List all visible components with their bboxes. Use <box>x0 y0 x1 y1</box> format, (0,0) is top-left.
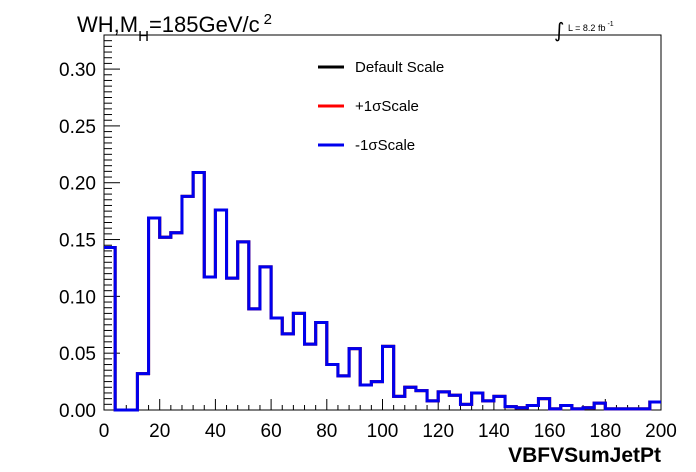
title-suffix: =185GeV/c <box>149 12 260 37</box>
x-tick-label: 80 <box>316 421 337 442</box>
legend: Default Scale +1σScale -1σScale <box>318 59 444 154</box>
legend-label-0: Default Scale <box>355 59 444 76</box>
series-layer <box>104 171 661 412</box>
title-subscript: H <box>138 28 149 45</box>
x-tick-label: 160 <box>534 421 566 442</box>
chart-title: WH,MH=185GeV/c 2 <box>77 11 272 45</box>
x-axis-title: VBFVSumJetPt <box>508 444 661 467</box>
y-tick-label: 0.00 <box>59 401 96 422</box>
y-tick-label: 0.15 <box>59 231 96 252</box>
x-tick-label: 0 <box>99 421 110 442</box>
x-tick-label: 20 <box>149 421 170 442</box>
x-tick-label: 40 <box>205 421 226 442</box>
x-axis: 0 20 40 60 80 100 120 140 160 180 200 <box>99 399 677 442</box>
luminosity-exponent: -1 <box>607 21 613 28</box>
legend-label-1: +1σScale <box>355 98 419 115</box>
title-main: WH,M <box>77 12 138 37</box>
y-tick-label: 0.20 <box>59 174 96 195</box>
integral-sign: ∫ <box>554 18 564 42</box>
y-tick-label: 0.25 <box>59 117 96 138</box>
y-tick-label: 0.05 <box>59 344 96 365</box>
x-tick-label: 60 <box>261 421 282 442</box>
luminosity-text: L = 8.2 fb <box>568 23 605 33</box>
x-tick-label: 180 <box>589 421 621 442</box>
svg-text:L = 8.2 fb-1: L = 8.2 fb -1 <box>568 21 614 33</box>
x-tick-label: 140 <box>478 421 510 442</box>
series-line-2 <box>104 171 661 412</box>
x-tick-label: 100 <box>367 421 399 442</box>
svg-text:WH,MH=185GeV/c2: WH,MH=185GeV/c 2 <box>77 11 272 45</box>
legend-label-2: -1σScale <box>355 137 415 154</box>
y-axis: 0.00 0.05 0.10 0.15 0.20 0.25 0.30 <box>59 34 120 422</box>
luminosity-label: ∫ L = 8.2 fb -1 <box>554 18 614 42</box>
title-superscript: 2 <box>264 11 272 28</box>
y-tick-label: 0.10 <box>59 287 96 308</box>
x-tick-label: 120 <box>422 421 454 442</box>
x-tick-label: 200 <box>645 421 677 442</box>
y-tick-label: 0.30 <box>59 60 96 81</box>
